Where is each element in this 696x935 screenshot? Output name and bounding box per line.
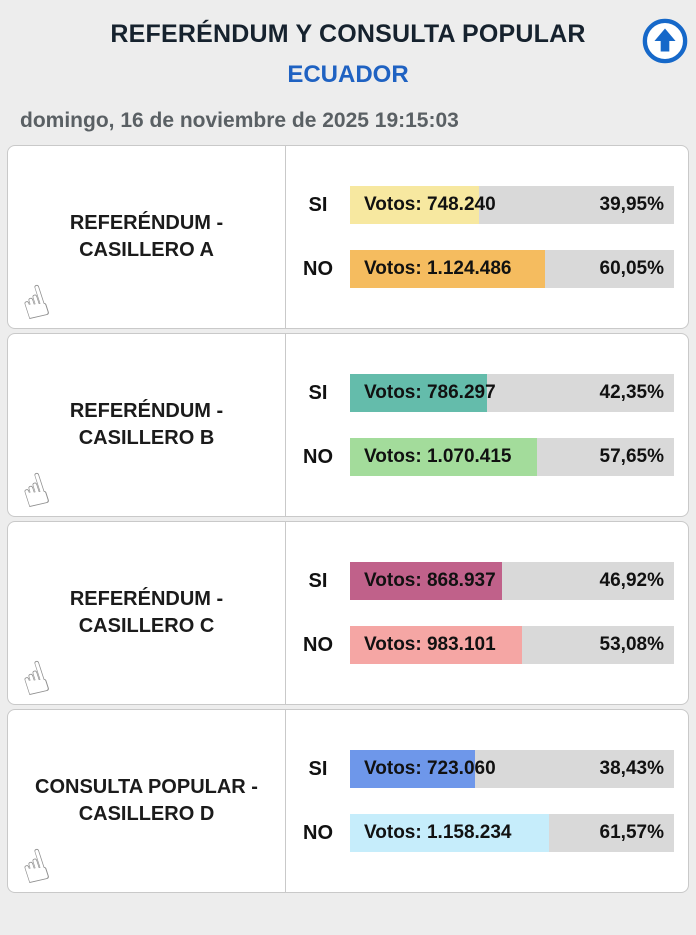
hand-pointer-icon[interactable]: ☝ <box>14 651 56 705</box>
card-results-cell: SI Votos: 748.240 39,95% NO Votos: 1.124… <box>286 146 688 328</box>
card-title-line1: REFERÉNDUM - <box>69 212 224 234</box>
card-title-line2: CASILLERO D <box>78 803 215 825</box>
card-title-line1: REFERÉNDUM - <box>69 588 224 610</box>
card-results-cell: SI Votos: 723.060 38,43% NO Votos: 1.158… <box>286 710 688 892</box>
votes-label: Votos: 1.124.486 <box>364 258 512 279</box>
result-row-no: NO Votos: 983.101 53,08% <box>286 626 674 664</box>
card-title: CONSULTA POPULAR - CASILLERO D <box>35 774 258 828</box>
percentage-label: 60,05% <box>599 258 664 279</box>
card-results-cell: SI Votos: 868.937 46,92% NO Votos: 983.1… <box>286 522 688 704</box>
results-list: REFERÉNDUM - CASILLERO A ☝ SI Votos: 748… <box>0 143 696 905</box>
hand-pointer-icon[interactable]: ☝ <box>14 839 56 893</box>
votes-label: Votos: 868.937 <box>364 570 496 591</box>
vote-bar-fill <box>350 374 488 412</box>
result-card-casillero-d[interactable]: CONSULTA POPULAR - CASILLERO D ☝ SI Voto… <box>7 709 689 893</box>
card-title-line2: CASILLERO A <box>79 239 214 261</box>
percentage-label: 46,92% <box>599 570 664 591</box>
option-label-si: SI <box>308 757 328 780</box>
option-label-no: NO <box>303 821 333 844</box>
percentage-label: 53,08% <box>599 634 664 655</box>
result-row-no: NO Votos: 1.124.486 60,05% <box>286 250 674 288</box>
percentage-label: 38,43% <box>599 758 664 779</box>
votes-label: Votos: 983.101 <box>364 634 496 655</box>
vote-bar-si: Votos: 868.937 46,92% <box>350 562 674 600</box>
card-label-cell: CONSULTA POPULAR - CASILLERO D ☝ <box>8 710 286 892</box>
card-title-line2: CASILLERO C <box>78 615 215 637</box>
result-row-si: SI Votos: 786.297 42,35% <box>286 374 674 412</box>
card-title: REFERÉNDUM - CASILLERO C <box>70 586 223 640</box>
scroll-top-button[interactable] <box>642 18 688 64</box>
card-label-cell: REFERÉNDUM - CASILLERO A ☝ <box>8 146 286 328</box>
votes-label: Votos: 723.060 <box>364 758 496 779</box>
option-label-si: SI <box>308 193 328 216</box>
vote-bar-fill <box>350 250 545 288</box>
card-results-cell: SI Votos: 786.297 42,35% NO Votos: 1.070… <box>286 334 688 516</box>
vote-bar-fill <box>350 186 480 224</box>
option-label-si: SI <box>308 381 328 404</box>
result-row-si: SI Votos: 748.240 39,95% <box>286 186 674 224</box>
result-row-si: SI Votos: 723.060 38,43% <box>286 750 674 788</box>
card-title: REFERÉNDUM - CASILLERO B <box>70 398 223 452</box>
votes-label: Votos: 786.297 <box>364 382 496 403</box>
result-row-no: NO Votos: 1.070.415 57,65% <box>286 438 674 476</box>
result-row-si: SI Votos: 868.937 46,92% <box>286 562 674 600</box>
vote-bar-fill <box>350 626 522 664</box>
result-row-no: NO Votos: 1.158.234 61,57% <box>286 814 674 852</box>
vote-bar-no: Votos: 1.158.234 61,57% <box>350 814 674 852</box>
vote-bar-fill <box>350 562 503 600</box>
votes-label: Votos: 1.158.234 <box>364 822 512 843</box>
vote-bar-si: Votos: 786.297 42,35% <box>350 374 674 412</box>
hand-pointer-icon[interactable]: ☝ <box>14 463 56 517</box>
result-card-casillero-a[interactable]: REFERÉNDUM - CASILLERO A ☝ SI Votos: 748… <box>7 145 689 329</box>
card-label-cell: REFERÉNDUM - CASILLERO C ☝ <box>8 522 286 704</box>
vote-bar-fill <box>350 814 550 852</box>
country-subtitle: ECUADOR <box>287 61 409 88</box>
card-title-line2: CASILLERO B <box>78 427 215 449</box>
vote-bar-no: Votos: 983.101 53,08% <box>350 626 674 664</box>
percentage-label: 42,35% <box>599 382 664 403</box>
result-card-casillero-b[interactable]: REFERÉNDUM - CASILLERO B ☝ SI Votos: 786… <box>7 333 689 517</box>
percentage-label: 39,95% <box>599 194 664 215</box>
card-title: REFERÉNDUM - CASILLERO A <box>70 210 223 264</box>
page-header: REFERÉNDUM Y CONSULTA POPULAR ECUADOR <box>0 0 696 93</box>
page-title: REFERÉNDUM Y CONSULTA POPULAR <box>110 20 586 48</box>
votes-label: Votos: 748.240 <box>364 194 496 215</box>
vote-bar-si: Votos: 723.060 38,43% <box>350 750 674 788</box>
card-title-line1: CONSULTA POPULAR - <box>35 776 258 798</box>
option-label-si: SI <box>308 569 328 592</box>
percentage-label: 57,65% <box>599 446 664 467</box>
vote-bar-no: Votos: 1.124.486 60,05% <box>350 250 674 288</box>
vote-bar-fill <box>350 750 475 788</box>
up-arrow-circle-icon <box>642 18 688 67</box>
vote-bar-no: Votos: 1.070.415 57,65% <box>350 438 674 476</box>
vote-bar-si: Votos: 748.240 39,95% <box>350 186 674 224</box>
option-label-no: NO <box>303 633 333 656</box>
votes-label: Votos: 1.070.415 <box>364 446 512 467</box>
percentage-label: 61,57% <box>599 822 664 843</box>
vote-bar-fill <box>350 438 537 476</box>
card-title-line1: REFERÉNDUM - <box>69 400 224 422</box>
hand-pointer-icon[interactable]: ☝ <box>14 275 56 329</box>
option-label-no: NO <box>303 257 333 280</box>
result-card-casillero-c[interactable]: REFERÉNDUM - CASILLERO C ☝ SI Votos: 868… <box>7 521 689 705</box>
option-label-no: NO <box>303 445 333 468</box>
card-label-cell: REFERÉNDUM - CASILLERO B ☝ <box>8 334 286 516</box>
datetime-bar: domingo, 16 de noviembre de 2025 19:15:0… <box>20 109 459 132</box>
